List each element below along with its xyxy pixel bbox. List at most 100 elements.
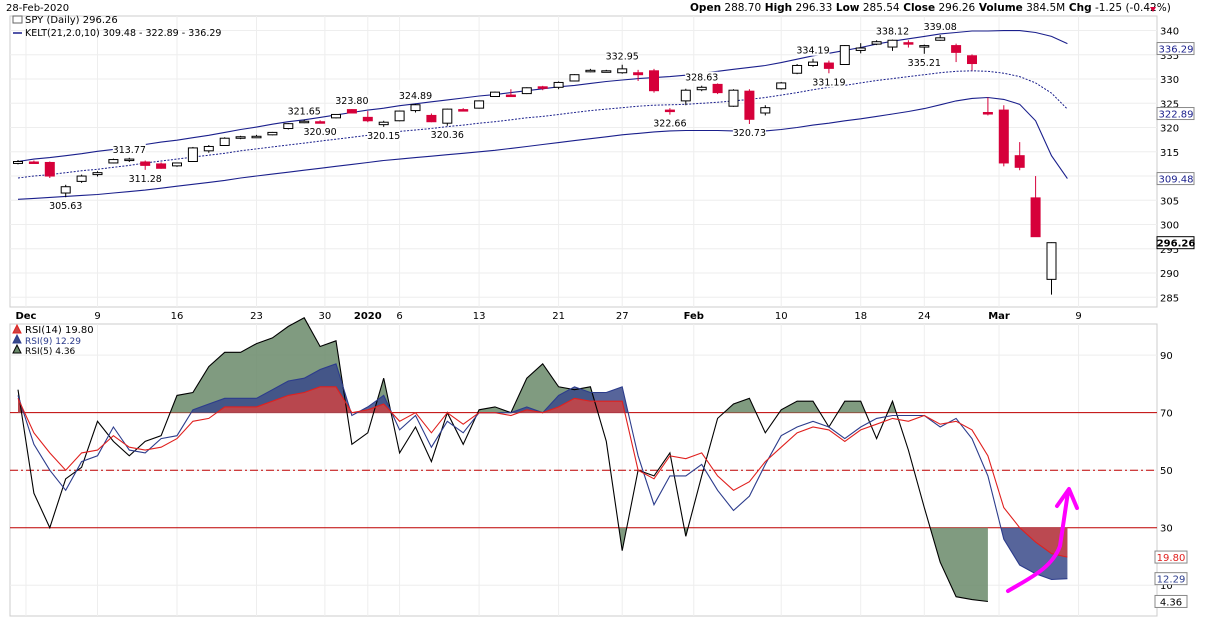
- price-label-bg: [49, 200, 83, 212]
- candle-body: [299, 120, 310, 124]
- ohlc-volume: 384.5M: [1023, 2, 1065, 14]
- candle-body: [967, 55, 977, 65]
- candle-body: [617, 68, 628, 74]
- rsi-lines: [17, 317, 1068, 603]
- x-tick-label: 27: [616, 311, 629, 322]
- candle-body: [378, 121, 389, 126]
- rsi5-fill: [477, 406, 511, 413]
- candle-body: [855, 47, 866, 51]
- price-label-bg: [605, 50, 639, 62]
- x-tick-label: 9: [1075, 311, 1081, 322]
- candle-body: [696, 86, 707, 91]
- ohlc-text: Open 288.70 High 296.33 Low 285.54 Close…: [690, 2, 1171, 14]
- rsi-tag-box: [1154, 550, 1188, 564]
- price-tick-label: 290: [1160, 269, 1179, 280]
- rsi-tag: 19.80: [1154, 550, 1188, 564]
- candle-body: [187, 147, 198, 162]
- candle-body: [823, 62, 834, 69]
- candle-body: [982, 112, 993, 115]
- ohlc-open: 288.70: [721, 2, 761, 14]
- candle-body: [60, 186, 71, 194]
- rsi-line-rsi14: [17, 386, 1068, 558]
- candle-body: [776, 82, 787, 90]
- rsi-tag-text: 12.29: [1157, 575, 1186, 586]
- candle-body: [267, 131, 278, 136]
- rsi-tag-text: 19.80: [1157, 553, 1186, 564]
- candle-body: [537, 86, 548, 89]
- x-tick-label: Feb: [684, 311, 704, 322]
- candle-body: [649, 70, 659, 92]
- candle-body: [410, 104, 421, 112]
- price-tag: 296.26: [1156, 236, 1195, 250]
- date-x-axis: Dec 9 16 23 30 2020 6 13 21 27 Feb 10 18 24 Mar 9: [15, 311, 1081, 322]
- price-label-bg: [812, 76, 846, 88]
- candle-body: [998, 109, 1009, 164]
- price-label-bg: [923, 21, 957, 33]
- candle-body: [331, 113, 341, 119]
- annotation-arrow: [1006, 490, 1070, 593]
- rsi-line-rsi5: [17, 317, 988, 603]
- rsi-tag-text: 4.36: [1160, 597, 1182, 608]
- candle-body: [505, 94, 516, 98]
- candle-body: [569, 74, 580, 82]
- ohlc-readout: Open 288.70 High 296.33 Low 285.54 Close…: [690, 2, 1171, 14]
- rsi9-legend: RSI(9) 12.29: [25, 337, 81, 347]
- ohlc-chg: -1.25 (-0.42%): [1092, 2, 1171, 14]
- candle-body: [521, 87, 532, 95]
- price-label-bg: [732, 127, 766, 139]
- price-label-bg: [128, 172, 162, 184]
- ohlc-volume-label: Volume: [975, 2, 1023, 14]
- price-label: 332.95: [606, 52, 639, 63]
- ohlc-high: 296.33: [792, 2, 832, 14]
- price-tick-label: 330: [1160, 75, 1179, 86]
- price-label: 322.66: [653, 119, 686, 130]
- ohlc-close: 296.26: [935, 2, 975, 14]
- price-panel-frame: [9, 15, 1158, 308]
- candle-body: [362, 116, 373, 122]
- candle-body: [315, 121, 326, 124]
- rsi9-legend-icon: [12, 333, 22, 344]
- x-tick-label: 16: [171, 311, 184, 322]
- x-tick-label: 9: [94, 311, 100, 322]
- price-tick-label: 295: [1160, 245, 1179, 256]
- candle-body: [76, 175, 87, 182]
- candle-body: [1046, 242, 1057, 280]
- price-label: 305.63: [49, 201, 82, 212]
- price-annotations: 313.77 305.63 311.28 321.65 320.90 323.80 320.…: [49, 21, 957, 212]
- rsi5-fill: [779, 401, 821, 413]
- price-tick-label: 305: [1160, 196, 1179, 207]
- spy-legend-icon: [12, 15, 23, 24]
- candle-body: [664, 109, 675, 113]
- price-label: 339.08: [924, 22, 957, 33]
- candle-body: [235, 136, 246, 139]
- x-tick-label: 2020: [354, 311, 382, 322]
- price-label: 335.21: [908, 58, 941, 69]
- price-label-bg: [287, 105, 321, 117]
- candle-body: [585, 69, 596, 73]
- rsi5-legend-icon: [12, 343, 22, 354]
- candle-body: [346, 109, 357, 114]
- candle-body: [808, 61, 818, 66]
- price-label: 323.80: [335, 96, 368, 107]
- chg-down-icon: [1150, 7, 1156, 12]
- price-label-bg: [335, 95, 369, 107]
- rsi-tag-box: [1154, 572, 1188, 586]
- rsi14-legend-icon: [12, 323, 22, 334]
- x-tick-label: 6: [396, 311, 402, 322]
- price-label-bg: [430, 128, 464, 140]
- price-label-bg: [876, 25, 909, 37]
- x-tick-label: 21: [552, 311, 565, 322]
- price-tick-label: 340: [1160, 27, 1179, 38]
- candle-body: [744, 90, 755, 120]
- rsi14-fill: [542, 398, 625, 413]
- price-label: 311.28: [129, 174, 162, 185]
- price-tag-text: 336.29: [1159, 45, 1194, 56]
- rsi5-fill: [887, 401, 897, 413]
- candle-body: [13, 161, 23, 164]
- candle-body: [1014, 155, 1025, 168]
- candle-body: [760, 107, 771, 114]
- header-date: 28-Feb-2020: [6, 3, 69, 14]
- rsi5-fill: [724, 398, 756, 413]
- price-label-bg: [367, 129, 401, 141]
- candle-body: [633, 72, 644, 76]
